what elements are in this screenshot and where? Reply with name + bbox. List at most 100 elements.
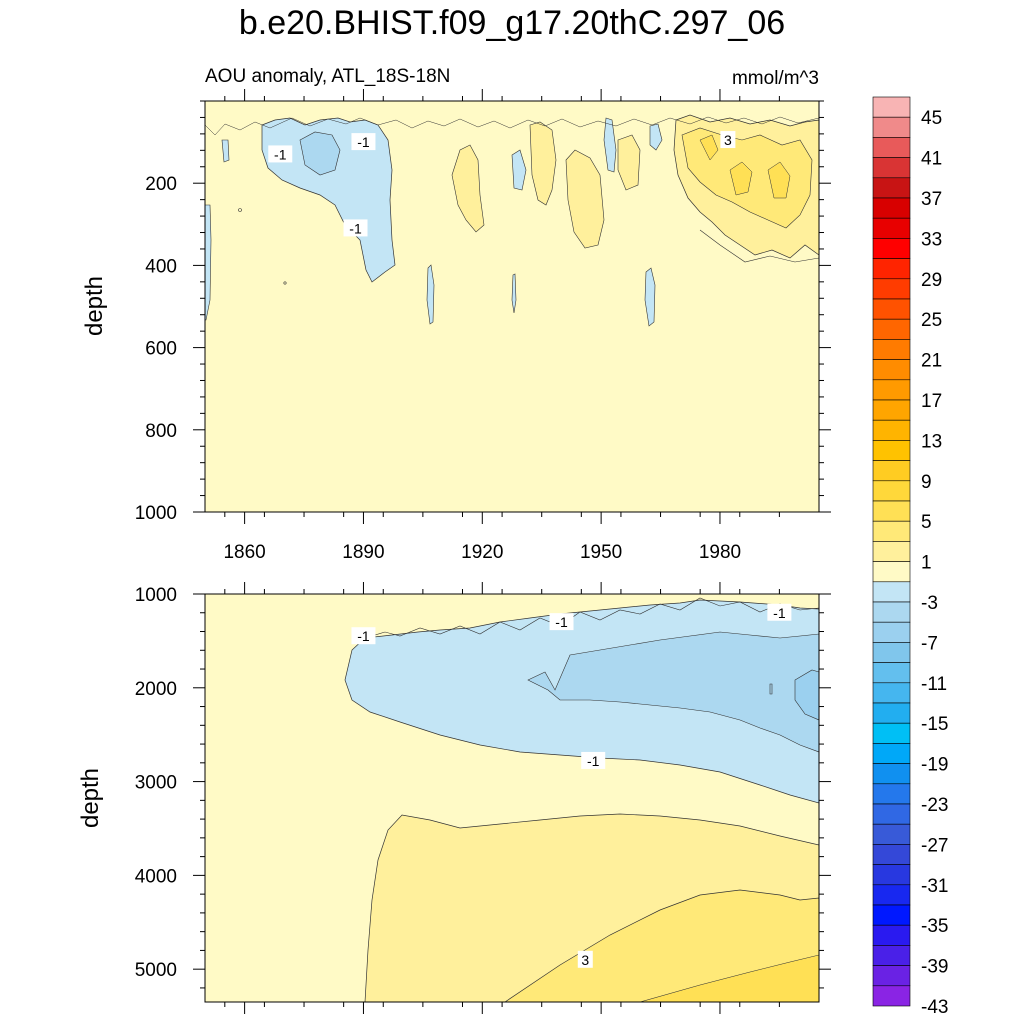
colorbar-swatches [872,96,911,1007]
colorbar-label: -3 [921,593,938,614]
colorbar-swatch [872,601,911,623]
colorbar-swatch [872,278,911,300]
top-units: mmol/m^3 [732,68,819,89]
bottom-contour-labels: -1 -1 -1 -1 3 [351,603,792,968]
top-plot-frame [204,100,820,513]
top-y-tick-label: 600 [145,339,177,360]
colorbar-label: -11 [921,674,947,695]
top-y-axis: 200 400 600 800 1000 [135,100,831,524]
figure-title: b.e20.BHIST.f09_g17.20thC.297_06 [239,4,785,42]
colorbar: 45 41 37 33 29 25 21 17 13 9 5 1 -3 -7 -11 -15 -19 -23 -27… [872,96,948,1018]
top-x-tick-label: 1920 [461,542,503,563]
colorbar-label: -39 [921,957,948,978]
colorbar-swatch [872,844,911,865]
top-contour-labels: -1 -1 -1 3 [268,131,736,237]
top-contour-label: 3 [724,132,732,148]
colorbar-swatch [872,581,911,603]
bottom-y-axis-label: depth [77,768,104,828]
colorbar-swatch [872,500,911,522]
colorbar-swatch [872,339,911,360]
bottom-contour-label-bg [549,613,574,631]
colorbar-swatch [872,763,911,785]
colorbar-swatch [872,621,911,643]
bottom-contour-label-bg [581,751,606,769]
colorbar-swatch [872,137,911,158]
colorbar-swatch [872,197,911,219]
top-y-axis-label: depth [81,276,108,336]
colorbar-swatch [872,258,911,280]
colorbar-label: 41 [921,149,942,170]
colorbar-label: -19 [921,755,948,776]
colorbar-swatch [872,460,911,482]
colorbar-label: -31 [921,876,948,897]
colorbar-swatch [872,359,911,381]
top-x-tick-label: 1980 [699,542,741,563]
colorbar-label: -15 [921,714,948,735]
top-contour-label: -1 [349,220,362,236]
top-contour-label-bg [351,133,376,151]
top-contour-label-bg [268,145,293,163]
bottom-y-tick-label: 2000 [135,679,177,700]
colorbar-swatch [872,379,911,401]
colorbar-label: -7 [921,633,938,654]
bottom-y-tick-label: 3000 [135,773,177,794]
colorbar-label: 1 [921,553,932,574]
bottom-y-tick-label: 5000 [135,960,177,981]
colorbar-label: 21 [921,351,942,372]
bottom-x-axis [224,582,780,1014]
top-x-tick-label: 1890 [342,542,384,563]
top-subtitle: AOU anomaly, ATL_18S-18N [205,66,450,87]
colorbar-label: -35 [921,916,948,937]
top-contour-label: -1 [357,134,370,150]
bottom-contour-label: -1 [587,753,600,769]
top-y-tick-label: 800 [145,421,177,442]
colorbar-swatch [872,823,911,845]
colorbar-swatch [872,480,911,502]
bottom-contour-label-bg [767,603,792,621]
colorbar-label: 37 [921,189,942,210]
colorbar-label: 5 [921,512,932,533]
top-panel: AOU anomaly, ATL_18S-18N mmol/m^3 [81,66,831,563]
colorbar-label: -27 [921,835,948,856]
colorbar-label: -43 [921,997,948,1018]
bottom-y-tick-label: 1000 [135,585,177,606]
colorbar-swatch [872,419,911,441]
colorbar-swatch [872,904,911,926]
colorbar-label: 17 [921,391,942,412]
colorbar-swatch [872,177,911,199]
colorbar-swatch [872,803,911,825]
colorbar-swatch [872,662,911,684]
bottom-contour-label-bg [577,950,593,968]
top-y-tick-label: 1000 [135,503,177,524]
top-contour-label-bg [343,219,368,237]
colorbar-swatch [872,642,911,663]
bottom-contour-label: -1 [555,614,568,630]
colorbar-swatch [872,541,911,562]
colorbar-swatch [872,864,911,886]
colorbar-label: -23 [921,795,948,816]
colorbar-label: 13 [921,431,942,452]
colorbar-swatch [872,945,911,966]
top-y-tick-label: 200 [145,174,177,195]
colorbar-swatch [872,116,911,138]
colorbar-swatch [872,722,911,744]
bottom-y-tick-label: 4000 [135,866,177,887]
colorbar-swatch [872,440,911,461]
bottom-contour-field [205,594,819,1002]
bottom-plot-frame [204,593,820,1003]
top-x-axis: 1860 1890 1920 1950 1980 [223,89,780,563]
top-contour-label-bg [720,131,736,149]
top-contour-field [205,101,819,512]
colorbar-swatch [872,743,911,764]
colorbar-swatch [872,96,911,118]
top-contour-label: -1 [274,146,287,162]
colorbar-swatch [872,298,911,320]
colorbar-swatch [872,561,911,583]
colorbar-label: 29 [921,270,942,291]
colorbar-swatch [872,965,911,987]
bottom-y-axis: 1000 2000 3000 4000 5000 [135,585,831,989]
colorbar-label: 9 [921,472,932,493]
colorbar-swatch [872,702,911,724]
top-y-tick-label: 400 [145,256,177,277]
